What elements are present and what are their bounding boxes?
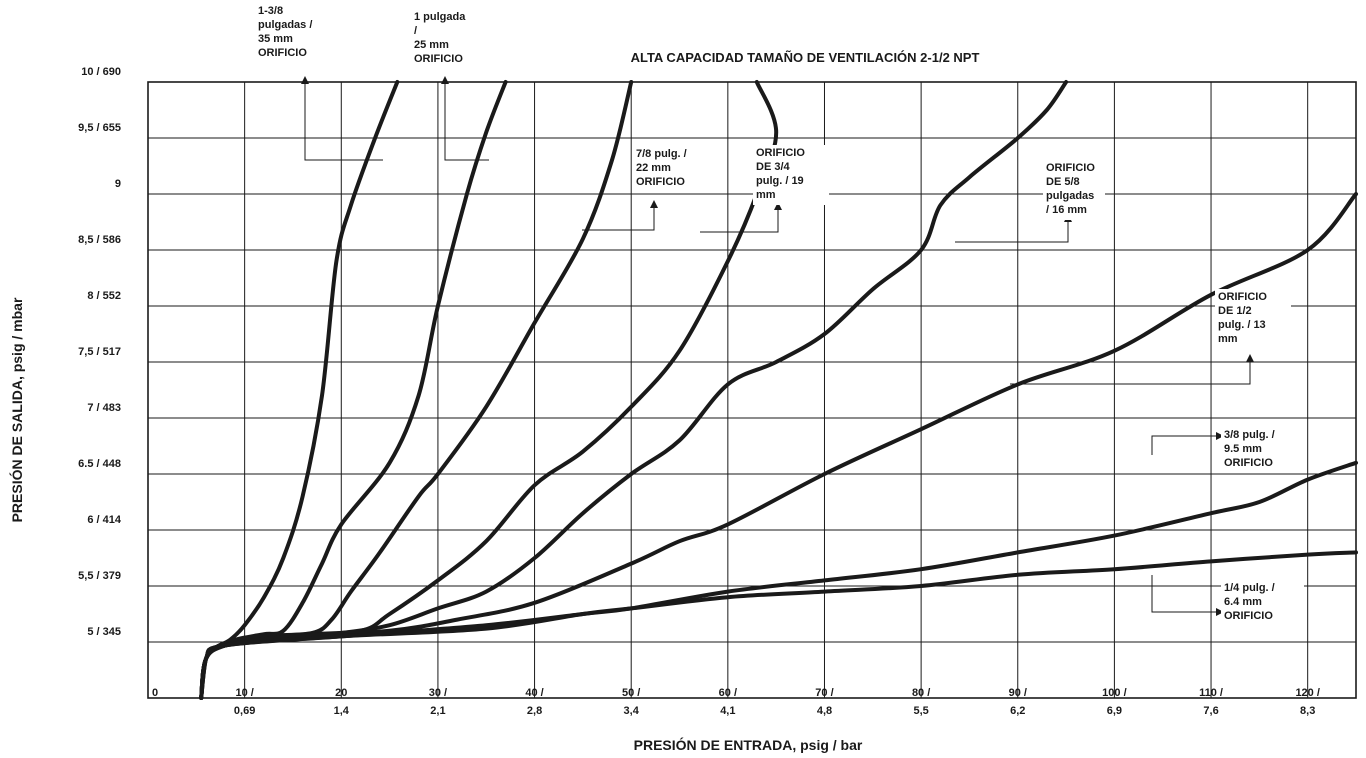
y-tick-label: 8 / 552 [87, 290, 121, 302]
annotation-bg [1221, 580, 1304, 626]
x-tick-sublabel: 0,69 [234, 705, 255, 717]
x-tick-label: 120 / [1295, 687, 1319, 699]
series-line-6 [199, 192, 1358, 700]
annotation-label: ORIFICIO [1218, 291, 1267, 303]
x-tick-sublabel: 3,4 [624, 705, 640, 717]
annotation-label: DE 3/4 [756, 161, 791, 173]
annotation-leader [955, 214, 1072, 243]
series-line-2 [199, 80, 508, 700]
x-tick-label: 90 / [1009, 687, 1027, 699]
plot-frame [147, 81, 1357, 699]
annotation-label: DE 5/8 [1046, 176, 1080, 188]
x-tick-label: 100 / [1102, 687, 1126, 699]
annotation-label: 35 mm [258, 33, 293, 45]
y-tick-label: 9,5 / 655 [78, 122, 121, 134]
annotation-leader [301, 76, 383, 161]
annotation-bg [411, 9, 480, 69]
annotation-label: mm [1218, 333, 1238, 345]
annotation-label: 7/8 pulg. / [636, 148, 687, 160]
annotation-label: 1 pulgada [414, 11, 466, 23]
annotation-label: DE 1/2 [1218, 305, 1252, 317]
x-tick-sublabel: 2,8 [527, 705, 542, 717]
x-tick-sublabel: 1,4 [334, 705, 350, 717]
annotation-label: 1-3/8 [258, 5, 283, 17]
x-tick-label: 110 / [1199, 687, 1223, 699]
y-axis-label: PRESIÓN DE SALIDA, psig / mbar [8, 297, 25, 522]
y-tick-label: 10 / 690 [81, 66, 121, 78]
annotation-bg [1215, 289, 1291, 349]
y-tick-label: 5,5 / 379 [78, 570, 121, 582]
annotation-bg [633, 146, 716, 192]
annotation-leader [1151, 432, 1224, 455]
annotation-label: ORIFICIO [1224, 457, 1273, 469]
x-tick-sublabel: 7,6 [1203, 705, 1218, 717]
annotation-label: ORIFICIO [414, 53, 463, 65]
annotation-label: pulg. / 13 [1218, 319, 1266, 331]
y-tick-label: 6.5 / 448 [78, 458, 121, 470]
y-tick-label: 8,5 / 586 [78, 234, 121, 246]
annotation-label: 22 mm [636, 162, 671, 174]
chart-title: ALTA CAPACIDAD TAMAÑO DE VENTILACIÓN 2-1… [631, 50, 980, 65]
x-tick-label: 10 / [235, 687, 253, 699]
annotation-label: 3/8 pulg. / [1224, 429, 1275, 441]
x-tick-label: 50 / [622, 687, 640, 699]
x-tick-label: 20 [335, 687, 347, 699]
annotation-leader [582, 200, 658, 231]
annotation-label: ORIFICIO [1046, 162, 1095, 174]
annotation-bg [1221, 427, 1304, 473]
annotation-label: ORIFICIO [258, 47, 307, 59]
x-tick-label: 80 / [912, 687, 930, 699]
y-tick-label: 5 / 345 [87, 626, 121, 638]
y-tick-label: 7 / 483 [87, 402, 121, 414]
tick-labels: 0 10 / 0,69 20 1,4 30 / 2,1 40 / 2,8 50 / 3,4 60 / 4… [78, 66, 1320, 717]
annotation-bg [255, 3, 331, 63]
grid [147, 81, 1357, 699]
series-line-3 [199, 80, 634, 700]
annotation-label: / 16 mm [1046, 204, 1087, 216]
annotation-label: ORIFICIO [756, 147, 805, 159]
x-tick-sublabel: 5,5 [913, 705, 928, 717]
y-tick-label: 7,5 / 517 [78, 346, 121, 358]
y-tick-label: 6 / 414 [87, 514, 122, 526]
x-tick-label: 30 / [429, 687, 447, 699]
annotation-label: 1/4 pulg. / [1224, 582, 1275, 594]
annotation-leader [700, 202, 782, 233]
annotation-label: 9.5 mm [1224, 443, 1262, 455]
x-tick-sublabel: 6,9 [1107, 705, 1122, 717]
x-axis-label: PRESIÓN DE ENTRADA, psig / bar [634, 736, 863, 753]
series-lines [199, 80, 1358, 700]
y-tick-label: 9 [115, 178, 121, 190]
annotation-label: mm [756, 189, 776, 201]
annotation-label: pulgadas / [258, 19, 312, 31]
x-tick-sublabel: 4,1 [720, 705, 735, 717]
annotations: 1-3/8 pulgadas / 35 mm ORIFICIO 1 pulgada / 25… [255, 3, 1304, 626]
x-tick-label: 60 / [719, 687, 737, 699]
annotation-label: 25 mm [414, 39, 449, 51]
x-tick-sublabel: 4,8 [817, 705, 832, 717]
annotation-bg [753, 145, 829, 205]
annotation-leader [1010, 354, 1254, 385]
annotation-leader [1151, 575, 1224, 616]
annotation-label: pulg. / 19 [756, 175, 804, 187]
x-tick-label: 70 / [815, 687, 833, 699]
annotation-leader [441, 76, 489, 161]
series-line-8 [199, 550, 1358, 700]
annotation-bg [1043, 160, 1105, 220]
annotation-label: pulgadas [1046, 190, 1094, 202]
x-tick-sublabel: 6,2 [1010, 705, 1025, 717]
x-tick-label: 0 [152, 687, 158, 699]
annotation-label: ORIFICIO [1224, 610, 1273, 622]
annotation-label: ORIFICIO [636, 176, 685, 188]
x-tick-sublabel: 8,3 [1300, 705, 1315, 717]
annotation-label: 6.4 mm [1224, 596, 1262, 608]
annotation-label: / [414, 25, 417, 37]
x-tick-sublabel: 2,1 [430, 705, 445, 717]
x-tick-label: 40 / [525, 687, 543, 699]
